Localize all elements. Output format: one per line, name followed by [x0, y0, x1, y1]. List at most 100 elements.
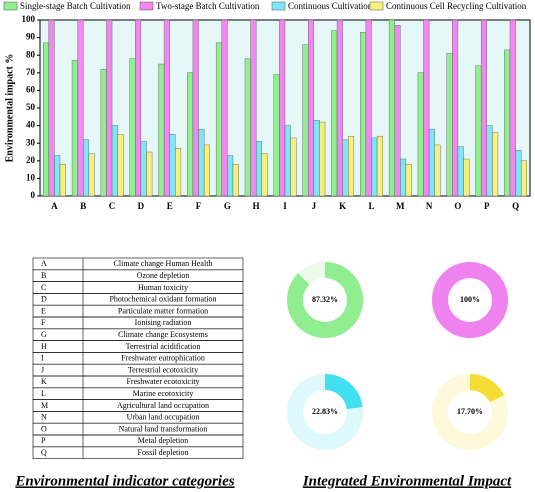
legend-label: Single-stage Batch Cultivation [20, 1, 131, 11]
bar [520, 160, 527, 197]
legend-label: Continuous Cell Recycling Cultivation [386, 1, 527, 11]
table-code: L [41, 389, 46, 398]
table-name: Fossil depletion [138, 448, 189, 457]
y-tick-label: 60 [26, 84, 36, 94]
bar [244, 58, 251, 197]
bar [331, 30, 338, 197]
table-code: N [41, 413, 47, 422]
caption: Integrated Environmental Impact [302, 473, 512, 489]
bar [475, 65, 482, 197]
table-row [32, 446, 244, 459]
legend-label: Continuous Cultivation [288, 1, 373, 11]
table-name: Climate change Human Health [114, 259, 213, 268]
table-code: B [41, 271, 46, 280]
table-code: H [41, 342, 47, 351]
bar [492, 132, 499, 197]
table-name: Freshwater eutrophication [121, 354, 205, 363]
table-code: F [41, 318, 46, 327]
bar [163, 19, 170, 197]
bar [371, 137, 378, 197]
caption: Environmental indicator categories [14, 473, 234, 489]
legend-swatch [369, 1, 384, 11]
y-tick-label: 30 [26, 137, 36, 147]
bar [227, 155, 234, 197]
x-tick-label: E [167, 201, 173, 211]
bar [88, 153, 95, 197]
bar [203, 144, 210, 197]
bar [463, 158, 470, 197]
bar [446, 53, 453, 197]
table-name: Terrestrial acidification [126, 342, 201, 351]
table-name: Particulate matter formation [118, 306, 208, 315]
legend-swatch [271, 1, 286, 11]
table-code: K [41, 377, 47, 386]
table-code: M [41, 401, 48, 410]
bar [504, 49, 511, 197]
table-code: C [41, 283, 46, 292]
bar [48, 19, 55, 197]
bar [302, 44, 309, 197]
bar [187, 72, 194, 197]
bar [284, 125, 291, 197]
bar [198, 128, 205, 197]
bar [117, 134, 124, 197]
bar [313, 120, 320, 197]
y-axis-title: Environmental impact % [4, 54, 15, 163]
bar [192, 19, 199, 197]
table-code: A [41, 259, 47, 268]
bar [279, 19, 286, 197]
bar [129, 58, 136, 197]
legend-label: Two-stage Batch Cultivation [156, 1, 260, 11]
x-tick-label: I [283, 201, 287, 211]
y-tick-label: 100 [22, 14, 36, 24]
legend-swatch [3, 1, 18, 11]
donut-label: 22.83% [312, 407, 338, 416]
bar [336, 19, 343, 197]
table-name: Ozone depletion [137, 271, 190, 280]
table-name: Human toxicity [138, 283, 188, 292]
x-tick-label: B [80, 201, 86, 211]
bar [509, 19, 516, 197]
bar [273, 74, 280, 197]
y-tick-label: 90 [26, 32, 36, 42]
bar [221, 19, 228, 197]
table-code: G [41, 330, 47, 339]
bar [423, 19, 430, 197]
donut-arc [432, 374, 508, 450]
bar [146, 151, 153, 197]
bar [140, 141, 147, 197]
table-name: Marine ecotoxicity [133, 389, 194, 398]
bar [175, 148, 182, 197]
bar [111, 125, 118, 197]
bar [348, 135, 355, 197]
bar [59, 164, 66, 197]
bar [261, 153, 268, 197]
bar [158, 63, 165, 197]
bar [365, 19, 372, 197]
donut-label: 17.70% [457, 407, 483, 416]
x-tick-label: A [51, 201, 58, 211]
donut-arc [287, 262, 363, 338]
table-name: Agricultural land occupation [117, 401, 209, 410]
table-code: O [41, 424, 47, 433]
table-name: Terrestrial ecotoxicity [128, 365, 198, 374]
bar [215, 42, 222, 197]
table-name: Natural land transformation [119, 424, 208, 433]
bar [290, 137, 297, 197]
donut-label: 87.32% [312, 295, 338, 304]
bar [255, 141, 262, 197]
bar [169, 134, 176, 197]
table-name: Climate change Ecosystems [118, 330, 208, 339]
bar [394, 25, 401, 197]
bar [434, 144, 441, 197]
bar [515, 150, 522, 197]
y-tick-label: 0 [31, 190, 36, 200]
donut-arc [287, 374, 363, 450]
table-code: Q [41, 448, 47, 457]
y-tick-label: 70 [26, 67, 36, 77]
x-tick-label: C [109, 201, 116, 211]
x-tick-label: F [196, 201, 202, 211]
bar [405, 164, 412, 197]
bar [106, 19, 113, 197]
